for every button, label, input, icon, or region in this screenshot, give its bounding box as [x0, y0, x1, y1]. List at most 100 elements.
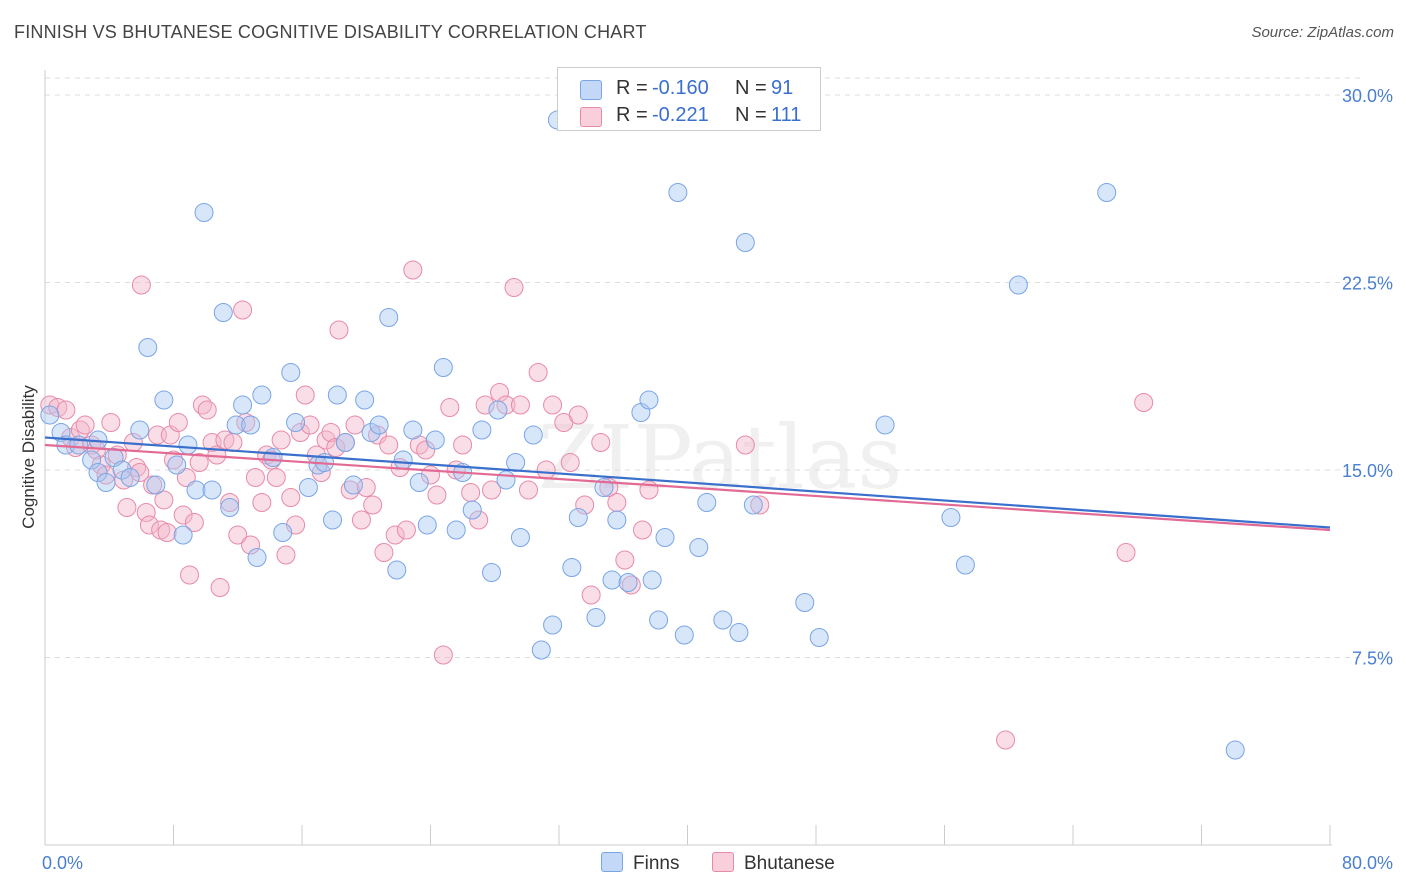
bhutanese-point — [233, 300, 253, 320]
trend-lines — [44, 436, 1331, 532]
bhutanese-point — [568, 405, 588, 425]
finns-r-value: -0.160 — [652, 77, 709, 99]
y-tick-label: 30.0% — [1342, 86, 1393, 106]
finns-point — [488, 400, 508, 420]
finns-point — [213, 303, 233, 322]
finns-point — [323, 510, 343, 530]
bhutanese-point — [996, 730, 1016, 750]
finns-point — [743, 495, 763, 515]
finns-point — [335, 433, 355, 452]
finns-point — [735, 233, 755, 252]
finns-point — [955, 555, 975, 575]
bhutanese-point — [321, 423, 341, 442]
y-tick-label: 22.5% — [1342, 274, 1393, 294]
finns-point — [482, 563, 502, 582]
finns-point — [220, 498, 240, 517]
axes — [44, 70, 1332, 846]
stats-row-bhutanese: R = -0.221 N = 111 — [558, 101, 820, 129]
finns-point — [178, 435, 198, 455]
finns-point — [112, 460, 132, 480]
finns-point — [618, 573, 638, 592]
finns-point — [713, 610, 733, 630]
bhutanese-point — [615, 550, 635, 570]
y-tick-label: 7.5% — [1352, 649, 1393, 669]
bhutanese-point — [518, 480, 538, 500]
bhutanese-point — [633, 520, 653, 540]
bhutanese-point — [504, 278, 524, 297]
legend-finns-swatch — [601, 852, 623, 872]
chart-source: Source: ZipAtlas.com — [1251, 24, 1394, 41]
bhutanese-point — [220, 493, 240, 512]
data-points — [40, 110, 1245, 760]
finns-point — [233, 395, 253, 415]
bhutanese-point — [295, 385, 315, 405]
finns-point — [263, 448, 283, 467]
finns-point — [689, 538, 709, 557]
bhutanese-point — [276, 545, 296, 565]
bhutanese-r-value: -0.221 — [652, 104, 709, 126]
finns-point — [202, 480, 222, 500]
bhutanese-point — [164, 450, 183, 470]
finns-point — [82, 450, 102, 470]
bhutanese-point — [510, 395, 530, 415]
finns-point — [642, 570, 662, 590]
bhutanese-point — [139, 515, 159, 535]
finns-point — [226, 415, 246, 435]
finns-point — [361, 423, 381, 442]
bhutanese-point — [241, 535, 261, 555]
finns-point — [729, 623, 749, 642]
bhutanese-point — [427, 485, 447, 505]
bhutanese-point — [131, 275, 151, 295]
finns-point — [120, 468, 140, 487]
bhutanese-point — [433, 645, 453, 665]
finns-point — [369, 415, 389, 435]
bhutanese-point — [581, 585, 601, 605]
bhutanese-point — [374, 543, 394, 562]
finns-point — [247, 548, 267, 567]
finns-point — [649, 610, 669, 630]
stats-legend: R = -0.160 N = 91 R = -0.221 N = 111 — [557, 67, 821, 131]
bhutanese-point — [536, 460, 556, 480]
bhutanese-point — [385, 525, 405, 545]
legend-bhutanese-swatch — [712, 852, 734, 872]
finns-point — [167, 455, 187, 475]
finns-point — [607, 510, 627, 530]
bhutanese-point — [271, 430, 291, 450]
finns-point — [417, 515, 437, 535]
bhutanese-point — [351, 510, 371, 530]
finns-point — [88, 463, 108, 482]
bhutanese-point — [453, 435, 473, 455]
bhutanese-point — [528, 363, 548, 382]
finns-point — [510, 528, 530, 547]
bhutanese-point — [300, 415, 320, 435]
bhutanese-point — [117, 498, 137, 517]
finns-trend-line — [44, 436, 1331, 529]
finns-point — [186, 480, 206, 500]
bhutanese-point — [543, 395, 563, 415]
legend-finns: Finns — [601, 852, 679, 875]
bhutanese-point — [168, 413, 188, 432]
bhutanese-point — [591, 433, 611, 452]
bhutanese-point — [290, 423, 310, 442]
finns-point — [173, 525, 193, 545]
finns-point — [51, 423, 71, 442]
finns-point — [562, 558, 582, 577]
finns-point — [496, 470, 516, 490]
finns-point — [252, 385, 272, 405]
finns-point — [543, 615, 563, 635]
finns-point — [40, 405, 60, 425]
bhutanese-point — [223, 433, 243, 452]
finns-point — [1097, 183, 1117, 202]
bhutanese-point — [180, 565, 200, 585]
finns-point — [655, 528, 675, 547]
finns-point — [130, 420, 150, 440]
bhutanese-point — [127, 458, 147, 477]
bhutanese-point — [173, 505, 193, 525]
bhutanese-point — [252, 493, 272, 512]
bhutanese-point — [75, 415, 95, 435]
finns-point — [941, 508, 961, 527]
finns-point — [286, 413, 306, 432]
bhutanese-point — [403, 260, 423, 280]
bhutanese-point — [345, 415, 365, 435]
bhutanese-point — [329, 320, 349, 340]
